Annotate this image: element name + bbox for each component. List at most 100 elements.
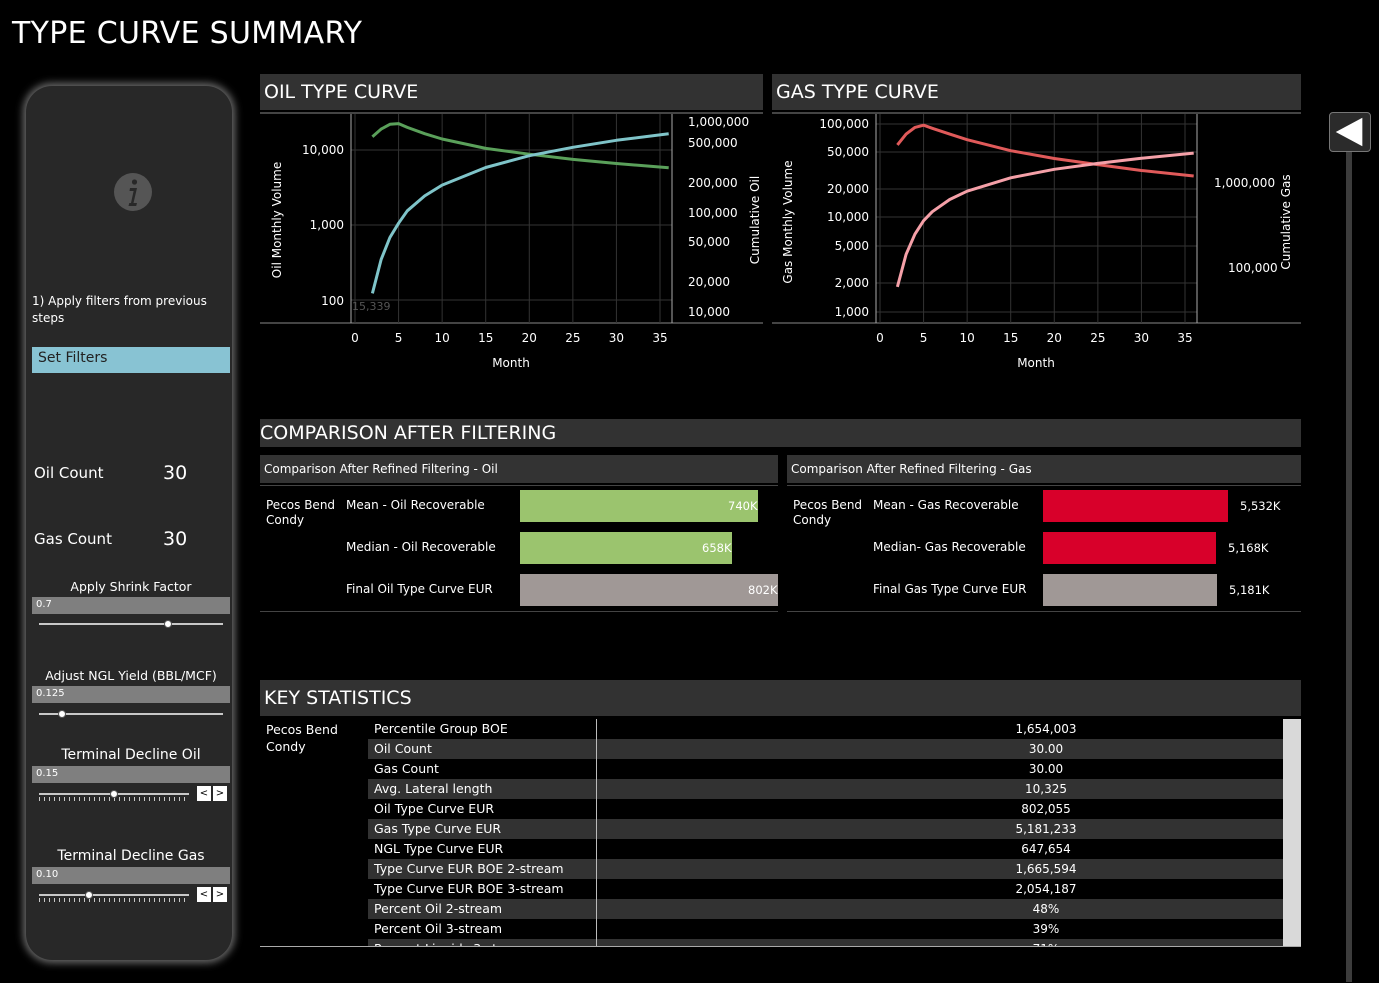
key-stat-row: Percent Oil 3-stream 39%	[368, 919, 1283, 939]
oil-right-tick: 10,000	[688, 305, 730, 319]
key-stat-name: NGL Type Curve EUR	[374, 841, 504, 856]
oil-mean-label: Mean - Oil Recoverable	[346, 498, 485, 512]
terminal-decline-gas-value[interactable]: 0.10	[32, 867, 230, 884]
filter-instructions: 1) Apply filters from previous steps	[32, 294, 207, 325]
gas-x-tick: 15	[1003, 331, 1018, 345]
info-icon[interactable]	[113, 172, 153, 212]
shrink-factor-value[interactable]: 0.7	[32, 597, 230, 614]
gas-left-tick: 5,000	[835, 239, 869, 253]
oil-mean-value: 740K	[728, 499, 758, 513]
terminal-decline-gas-prev-button[interactable]: <	[197, 887, 211, 902]
oil-x-tick: 35	[652, 331, 667, 345]
ngl-yield-slider-thumb[interactable]	[58, 710, 66, 718]
gas-left-tick: 10,000	[827, 210, 869, 224]
terminal-decline-oil-slider-ticks	[39, 797, 189, 801]
oil-comparison-group: Pecos Bend Condy	[266, 498, 336, 527]
oil-median-value: 658K	[702, 541, 732, 555]
gas-chart-header: GAS TYPE CURVE	[772, 74, 1301, 110]
gas-final-eur-value: 5,181K	[1229, 583, 1270, 597]
gas-right-tick: 100,000	[1228, 261, 1278, 275]
gas-left-axis-title: Gas Monthly Volume	[781, 160, 795, 283]
gas-type-curve-chart: 100,000 50,000 20,000 10,000 5,000 2,000…	[772, 112, 1301, 370]
key-stat-value: 1,654,003	[1015, 722, 1077, 736]
key-stats-group: Pecos Bend Condy	[266, 722, 338, 754]
key-stat-value: 802,055	[1021, 802, 1071, 816]
terminal-decline-oil-next-button[interactable]: >	[213, 786, 227, 801]
oil-x-axis-title: Month	[492, 356, 530, 370]
gas-x-tick: 10	[960, 331, 975, 345]
shrink-factor-slider-track[interactable]	[39, 623, 223, 625]
gas-mean-label: Mean - Gas Recoverable	[873, 498, 1019, 512]
oil-right-tick: 50,000	[688, 235, 730, 249]
gas-right-tick: 1,000,000	[1214, 176, 1275, 190]
set-filters-button[interactable]: Set Filters	[32, 347, 230, 373]
gas-left-tick: 1,000	[835, 305, 869, 319]
key-stat-value: 71%	[896, 942, 1196, 947]
page-title: TYPE CURVE SUMMARY	[12, 16, 363, 51]
gas-x-tick: 5	[920, 331, 928, 345]
oil-right-tick: 20,000	[688, 275, 730, 289]
oil-x-tick: 30	[609, 331, 624, 345]
oil-x-tick: 20	[522, 331, 537, 345]
gas-x-tick: 35	[1177, 331, 1192, 345]
gas-left-tick: 20,000	[827, 182, 869, 196]
key-stat-name: Avg. Lateral length	[374, 781, 493, 796]
oil-x-tick: 15	[478, 331, 493, 345]
gas-final-eur-bar	[1043, 574, 1217, 606]
oil-comparison-title: Comparison After Refined Filtering - Oil	[260, 455, 778, 483]
oil-left-axis-title: Oil Monthly Volume	[270, 162, 284, 278]
key-stat-row: Oil Type Curve EUR 802,055	[368, 799, 1283, 819]
key-stat-row: Percent Oil 2-stream 48%	[368, 899, 1283, 919]
terminal-decline-oil-prev-button[interactable]: <	[197, 786, 211, 801]
gas-count-value: 30	[163, 528, 188, 550]
ngl-yield-slider-track[interactable]	[39, 713, 223, 715]
gas-mean-bar	[1043, 490, 1228, 522]
gas-comparison-group: Pecos Bend Condy	[793, 498, 863, 527]
oil-right-tick: 500,000	[688, 136, 738, 150]
ngl-yield-title: Adjust NGL Yield (BBL/MCF)	[45, 668, 217, 683]
key-stat-value: 2,054,187	[1015, 882, 1077, 896]
ngl-yield-value[interactable]: 0.125	[32, 686, 230, 703]
filter-sidebar	[26, 86, 232, 960]
gas-series-monthly-line	[896, 123, 1194, 178]
key-statistics-header: KEY STATISTICS	[260, 680, 1301, 716]
right-scroll-rail[interactable]	[1346, 152, 1352, 982]
key-stat-value: 48%	[1032, 902, 1060, 916]
terminal-decline-oil-slider-thumb[interactable]	[110, 790, 118, 798]
terminal-decline-gas-slider-track[interactable]	[39, 894, 189, 896]
gas-count-label: Gas Count	[34, 530, 112, 548]
gas-median-label: Median- Gas Recoverable	[873, 540, 1026, 554]
key-stat-value: 30.00	[1028, 762, 1064, 776]
key-stat-row: Percentile Group BOE 1,654,003	[368, 719, 1283, 739]
shrink-factor-title: Apply Shrink Factor	[70, 579, 192, 594]
terminal-decline-gas-slider-ticks	[39, 898, 189, 902]
oil-series-monthly-line	[371, 122, 669, 170]
key-stat-value: 647,654	[1021, 842, 1071, 856]
key-stat-value: 5,181,233	[1015, 822, 1077, 836]
key-stats-scrollbar[interactable]	[1283, 719, 1301, 947]
terminal-decline-gas-next-button[interactable]: >	[213, 887, 227, 902]
oil-mean-bar	[520, 490, 758, 522]
gas-left-tick: 2,000	[835, 276, 869, 290]
terminal-decline-gas-slider-thumb[interactable]	[85, 891, 93, 899]
terminal-decline-oil-value[interactable]: 0.15	[32, 766, 230, 783]
key-stat-row: NGL Type Curve EUR 647,654	[368, 839, 1283, 859]
key-stat-name: Percentile Group BOE	[374, 721, 508, 736]
oil-type-curve-chart: 10,000 1,000 100 15,339 1,000,000 500,00…	[260, 112, 763, 370]
gas-x-tick: 0	[876, 331, 884, 345]
oil-x-tick: 25	[565, 331, 580, 345]
oil-median-bar	[520, 532, 732, 564]
key-stat-row: Gas Type Curve EUR 5,181,233	[368, 819, 1283, 839]
gas-x-tick: 30	[1134, 331, 1149, 345]
oil-left-tick: 10,000	[302, 143, 344, 157]
oil-left-tick: 100	[321, 294, 344, 308]
shrink-factor-slider-thumb[interactable]	[164, 620, 172, 628]
collapse-arrow-icon[interactable]	[1329, 112, 1371, 152]
gas-x-tick: 20	[1047, 331, 1062, 345]
key-statistics-table[interactable]: Pecos Bend Condy Percentile Group BOE 1,6…	[260, 719, 1301, 947]
oil-final-eur-bar	[520, 574, 778, 606]
comparison-header: COMPARISON AFTER FILTERING	[260, 419, 1301, 447]
oil-x-tick: 0	[351, 331, 359, 345]
key-stat-value: 10,325	[1025, 782, 1067, 796]
gas-x-tick: 25	[1090, 331, 1105, 345]
